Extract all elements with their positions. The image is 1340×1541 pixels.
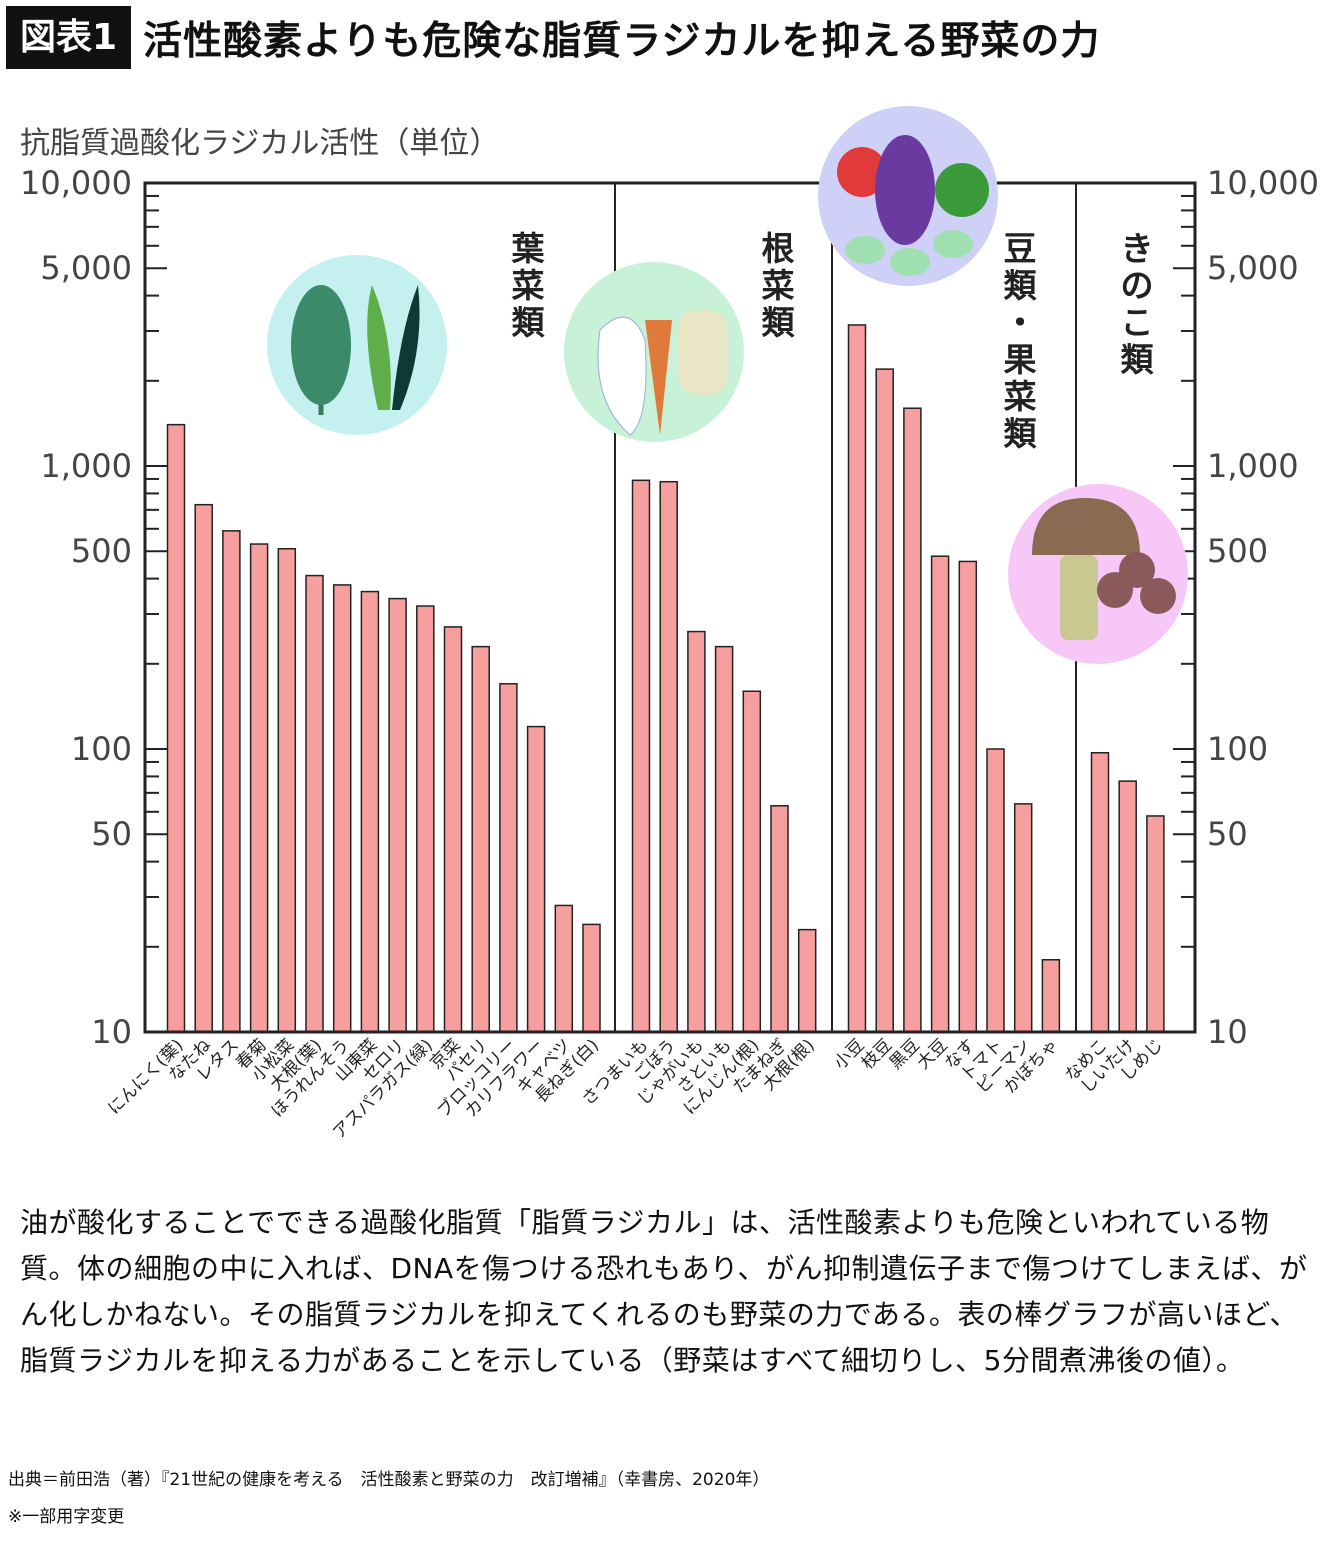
bar <box>332 584 352 1033</box>
bar <box>305 574 324 1033</box>
group-label-char: 菜 <box>512 266 545 305</box>
group-label-char: 豆 <box>1004 229 1037 268</box>
bar <box>1146 815 1165 1033</box>
group-label-char: 葉 <box>511 229 546 268</box>
leafy-green-icon <box>291 285 351 405</box>
group-label-char: 類 <box>1004 266 1038 305</box>
group-label-char: 果 <box>1004 340 1037 379</box>
y-tick-label-right: 10,000 <box>1207 164 1319 202</box>
bar <box>958 560 978 1033</box>
bar <box>770 805 789 1033</box>
carrot-icon <box>645 320 672 435</box>
group-label-char: の <box>1121 266 1154 305</box>
bar <box>471 645 490 1033</box>
bean-icon <box>845 236 885 264</box>
shimeji-icon <box>1140 578 1176 614</box>
group-label-char: 類 <box>1004 414 1038 453</box>
group-label-char: 根 <box>762 229 795 268</box>
bar <box>1090 751 1110 1033</box>
description-text: 油が酸化することでできる過酸化脂質「脂質ラジカル」は、活性酸素よりも危険といわれ… <box>20 1206 1308 1377</box>
page-title: 活性酸素よりも危険な脂質ラジカルを抑える野菜の力 <box>143 18 1101 64</box>
bar-chart: 抗脂質過酸化ラジカル活性（単位） 10 10 50 50 100 100 500 500 1,00… <box>20 106 1319 1143</box>
shiitake-icon <box>1032 498 1140 555</box>
bar <box>1013 803 1033 1033</box>
group-label-char: 菜 <box>762 266 795 305</box>
y-tick-label-right: 10 <box>1207 1013 1248 1051</box>
bar <box>930 555 950 1033</box>
y-tick-label-right: 50 <box>1207 815 1248 853</box>
figure-badge: 図表1 <box>6 6 132 69</box>
header: 図表1 活性酸素よりも危険な脂質ラジカルを抑える野菜の力 <box>6 6 1100 69</box>
bar <box>847 324 867 1033</box>
y-tick-label-left: 500 <box>71 532 132 570</box>
y-axis-label: 抗脂質過酸化ラジカル活性（単位） <box>20 126 499 161</box>
bar <box>687 630 706 1033</box>
bar <box>249 543 269 1033</box>
bar <box>277 548 297 1033</box>
bar <box>526 725 546 1033</box>
bar <box>582 923 601 1033</box>
bar <box>631 479 651 1033</box>
bean-icon <box>933 230 973 258</box>
bar <box>1041 959 1061 1033</box>
bean-icon <box>890 248 930 276</box>
bar <box>797 928 817 1033</box>
y-tick-label-left: 100 <box>71 730 132 768</box>
bar <box>714 645 734 1033</box>
y-tick-label-right: 5,000 <box>1207 249 1299 287</box>
group-label-char: こ <box>1121 303 1154 342</box>
plot-frame <box>143 181 1197 1034</box>
shimeji-icon <box>1097 572 1133 608</box>
y-tick-label-right: 100 <box>1207 730 1268 768</box>
bar <box>388 597 407 1033</box>
leek-icon <box>392 285 420 410</box>
bar <box>443 626 463 1033</box>
leek-icon <box>367 285 391 410</box>
tomato-icon <box>837 147 887 197</box>
bar <box>554 904 574 1033</box>
y-tick-label-left: 5,000 <box>40 249 132 287</box>
mushroom-stem-icon <box>1060 555 1098 640</box>
footnote: ※一部用字変更 <box>8 1507 125 1527</box>
bar <box>360 590 380 1033</box>
group-label-char: ・ <box>1004 303 1037 342</box>
y-tick-label-left: 50 <box>91 815 132 853</box>
group-label-char: き <box>1121 229 1154 268</box>
group-label-char: 菜 <box>1004 377 1037 416</box>
y-tick-label-right: 1,000 <box>1207 447 1299 485</box>
bar <box>416 605 435 1033</box>
bar <box>222 530 241 1033</box>
eggplant-icon <box>875 135 935 245</box>
source-citation: 出典＝前田浩（著）『21世紀の健康を考える 活性酸素と野菜の力 改訂増補』（幸書… <box>8 1470 770 1490</box>
bar <box>194 503 213 1033</box>
group-label-char: 類 <box>762 303 796 342</box>
bar <box>499 683 518 1033</box>
lotus-root-icon <box>678 310 728 395</box>
bar <box>742 690 762 1033</box>
y-tick-label-left: 10 <box>91 1013 132 1051</box>
bar <box>903 407 922 1033</box>
group-label-char: 類 <box>512 303 546 342</box>
group-label-char: 類 <box>1121 340 1155 379</box>
bar <box>875 368 894 1033</box>
bar <box>986 748 1005 1033</box>
daikon-icon <box>597 316 647 436</box>
bar <box>659 480 678 1033</box>
y-tick-label-right: 500 <box>1207 532 1268 570</box>
bar <box>1118 780 1137 1033</box>
bar <box>166 423 186 1033</box>
y-tick-label-left: 1,000 <box>40 447 132 485</box>
y-tick-label-left: 10,000 <box>20 164 132 202</box>
pepper-icon <box>935 163 989 217</box>
